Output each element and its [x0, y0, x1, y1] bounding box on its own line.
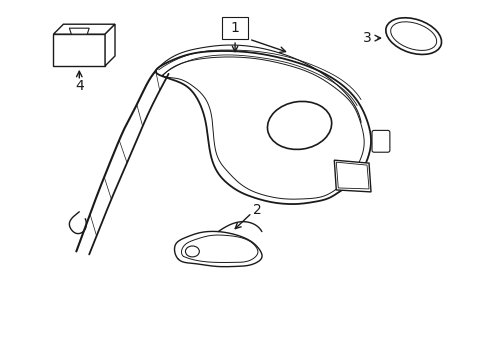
Text: 4: 4 [75, 79, 83, 93]
Ellipse shape [385, 18, 441, 54]
Polygon shape [69, 28, 89, 34]
FancyBboxPatch shape [371, 130, 389, 152]
Polygon shape [53, 24, 115, 34]
Text: 3: 3 [362, 31, 371, 45]
Text: 1: 1 [230, 21, 239, 35]
Bar [222, 17, 247, 39]
Text: 2: 2 [252, 203, 261, 217]
Polygon shape [105, 24, 115, 66]
Polygon shape [53, 34, 105, 66]
Polygon shape [334, 160, 370, 192]
Ellipse shape [267, 102, 331, 149]
Ellipse shape [185, 246, 199, 257]
Ellipse shape [390, 22, 436, 50]
